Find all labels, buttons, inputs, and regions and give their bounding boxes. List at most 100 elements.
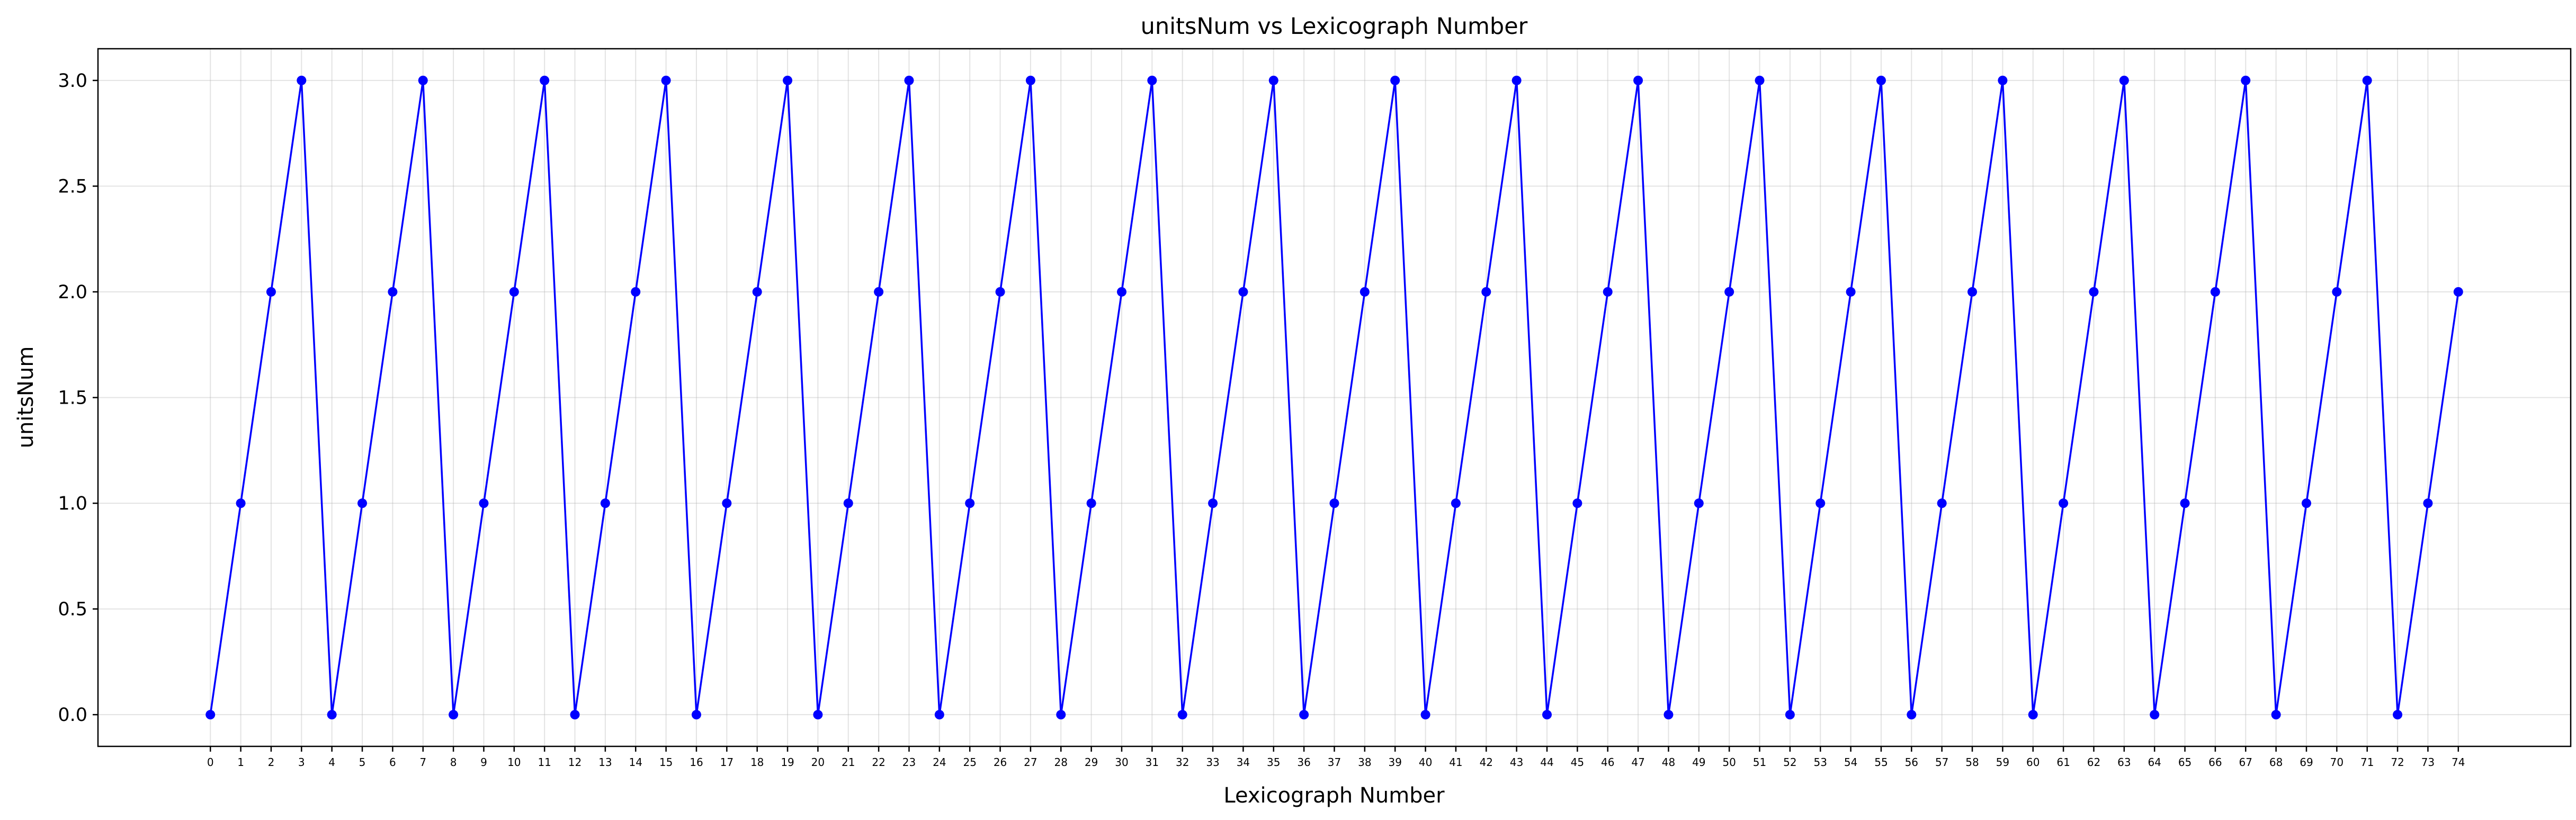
x-tick-label: 62 [2087, 756, 2100, 769]
data-point [2393, 710, 2403, 720]
data-point [1967, 287, 1978, 297]
data-point [297, 75, 307, 85]
x-tick-label: 39 [1388, 756, 1401, 769]
data-point [2301, 498, 2311, 509]
data-point [2028, 710, 2038, 720]
x-tick-label: 70 [2330, 756, 2344, 769]
y-tick-label: 0.0 [58, 705, 87, 726]
data-point [1724, 287, 1734, 297]
x-tick-label: 34 [1237, 756, 1250, 769]
data-point [418, 75, 428, 85]
data-point [2119, 75, 2129, 85]
x-tick-label: 45 [1571, 756, 1584, 769]
data-point [1633, 75, 1643, 85]
x-tick-label: 43 [1510, 756, 1523, 769]
data-point [843, 498, 853, 509]
chart-title: unitsNum vs Lexicograph Number [1141, 13, 1528, 40]
x-tick-label: 44 [1540, 756, 1553, 769]
data-point [2241, 75, 2251, 85]
data-point [266, 287, 276, 297]
data-point [1177, 710, 1187, 720]
data-point [327, 710, 337, 720]
x-tick-label: 48 [1662, 756, 1675, 769]
x-tick-label: 21 [842, 756, 855, 769]
x-tick-label: 16 [690, 756, 703, 769]
data-point [904, 75, 914, 85]
data-point [449, 710, 459, 720]
data-point [2059, 498, 2069, 509]
x-tick-label: 61 [2056, 756, 2070, 769]
data-point [1481, 287, 1491, 297]
data-point [995, 287, 1005, 297]
x-tick-label: 47 [1631, 756, 1644, 769]
x-tick-label: 49 [1692, 756, 1705, 769]
data-point [1116, 287, 1126, 297]
x-tick-label: 0 [207, 756, 214, 769]
data-point [874, 287, 884, 297]
y-tick-label: 3.0 [58, 70, 87, 92]
x-tick-label: 2 [268, 756, 275, 769]
x-tick-label: 36 [1297, 756, 1310, 769]
x-tick-label: 74 [2452, 756, 2465, 769]
x-tick-label: 8 [450, 756, 457, 769]
data-point [570, 710, 580, 720]
x-tick-label: 22 [872, 756, 885, 769]
series-layer [205, 75, 2463, 720]
x-tick-label: 63 [2117, 756, 2131, 769]
x-tick-label: 11 [538, 756, 551, 769]
x-tick-label: 19 [781, 756, 794, 769]
data-point [1542, 710, 1552, 720]
x-axis-label: Lexicograph Number [1223, 783, 1445, 808]
data-point [2453, 287, 2463, 297]
x-tick-label: 14 [629, 756, 642, 769]
data-point [1572, 498, 1582, 509]
data-point [1937, 498, 1947, 509]
x-tick-label: 37 [1328, 756, 1341, 769]
x-tick-label: 17 [720, 756, 734, 769]
data-point [631, 287, 641, 297]
x-tick-label: 1 [237, 756, 244, 769]
data-point [1208, 498, 1218, 509]
data-point [1147, 75, 1157, 85]
x-tick-label: 46 [1601, 756, 1614, 769]
x-tick-label: 20 [811, 756, 825, 769]
data-point [1420, 710, 1430, 720]
data-point [1025, 75, 1035, 85]
data-point [1451, 498, 1461, 509]
data-point [1390, 75, 1400, 85]
x-tick-label: 5 [359, 756, 366, 769]
data-point [357, 498, 368, 509]
data-point [1086, 498, 1096, 509]
data-point [2271, 710, 2281, 720]
x-tick-label: 27 [1024, 756, 1037, 769]
data-point [813, 710, 823, 720]
y-tick-label: 2.5 [58, 176, 87, 197]
data-point [509, 287, 519, 297]
x-tick-label: 31 [1146, 756, 1159, 769]
data-point [1694, 498, 1704, 509]
data-point [1299, 710, 1309, 720]
x-tick-label: 6 [389, 756, 396, 769]
data-point [722, 498, 732, 509]
x-tick-label: 29 [1085, 756, 1098, 769]
x-tick-label: 38 [1358, 756, 1371, 769]
data-point [1907, 710, 1917, 720]
data-point [2423, 498, 2433, 509]
data-point [1238, 287, 1248, 297]
x-tick-label: 58 [1965, 756, 1979, 769]
data-point [1359, 287, 1370, 297]
x-tick-label: 35 [1267, 756, 1280, 769]
x-tick-label: 57 [1935, 756, 1948, 769]
data-point [2089, 287, 2099, 297]
x-tick-label: 26 [994, 756, 1007, 769]
data-point [1663, 710, 1674, 720]
y-tick-label: 2.0 [58, 282, 87, 303]
x-tick-label: 50 [1722, 756, 1736, 769]
x-tick-label: 24 [933, 756, 946, 769]
data-point [661, 75, 671, 85]
data-point [388, 287, 398, 297]
grid-lines [98, 49, 2571, 746]
x-tick-label: 32 [1176, 756, 1189, 769]
data-point [1876, 75, 1886, 85]
